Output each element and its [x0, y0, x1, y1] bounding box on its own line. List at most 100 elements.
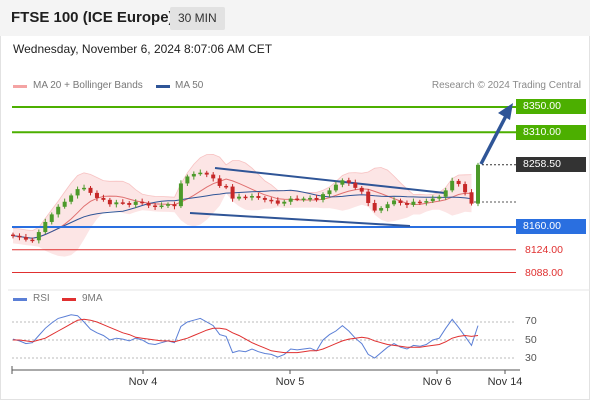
candle-body [178, 183, 183, 207]
candle-body [153, 205, 158, 208]
candle-body [256, 196, 261, 198]
rsi-ma-line [13, 318, 479, 354]
candle-body [282, 201, 287, 204]
rsi-gridlines [12, 321, 516, 359]
level-tag-r2: 8350.00 [516, 99, 586, 114]
candle-body [269, 199, 274, 202]
candle-body [243, 196, 248, 199]
candle-body [404, 203, 409, 205]
channel-upper-line [214, 167, 446, 194]
candle-body [353, 182, 358, 188]
x-tick-nov5: Nov 5 [275, 376, 305, 388]
candle-body [385, 204, 390, 209]
forecast-arrow-line [479, 113, 509, 165]
candle-body [224, 185, 229, 188]
candle-body [346, 180, 351, 183]
candle-body [23, 237, 28, 240]
candle-body [443, 190, 448, 197]
candle-body [411, 201, 416, 205]
candle-body [469, 192, 474, 204]
x-axis-tickmarks [11, 366, 506, 374]
forecast-arrow [479, 103, 513, 165]
candle-body [114, 202, 119, 205]
candle-body [211, 174, 216, 179]
rsi-ma-legend-label: 9MA [82, 293, 103, 304]
candle-body [275, 200, 280, 204]
rsi-tick-50: 50 [525, 334, 537, 346]
rsi-ma-swatch-icon [62, 298, 76, 301]
candle-body [398, 200, 403, 203]
candle-body [101, 197, 106, 200]
chart-header [0, 0, 590, 36]
rsi-line [12, 314, 479, 359]
candle-body [340, 180, 345, 185]
candle-body [288, 198, 293, 202]
candle-body [430, 198, 435, 202]
level-tag-s1: 8160.00 [516, 219, 586, 234]
candle-body [94, 192, 99, 198]
candle-body [133, 201, 138, 205]
candle-body [146, 203, 151, 206]
candle-body [82, 187, 87, 190]
candle-body [43, 221, 48, 233]
candle-body [262, 197, 267, 200]
research-credit: Research © 2024 Trading Central [431, 80, 581, 91]
rsi-swatch-icon [13, 298, 27, 301]
candle-body [191, 173, 196, 177]
bollinger-upper [12, 153, 472, 232]
candle-body [49, 214, 54, 222]
candle-body [392, 200, 397, 205]
candle-body [450, 180, 455, 191]
candle-body [230, 186, 235, 199]
legend-ma50: MA 50 [175, 80, 204, 91]
bollinger-fill [13, 154, 472, 257]
ma50-line [12, 189, 472, 239]
candle-body [127, 203, 132, 205]
level-tag-r1: 8310.00 [516, 125, 586, 140]
candle-body [237, 196, 242, 199]
candle-body [69, 195, 74, 202]
candle-body [17, 235, 22, 238]
bollinger-band [12, 153, 472, 257]
candle-body [204, 172, 209, 175]
candle-body [359, 187, 364, 192]
rsi-lines [12, 314, 479, 359]
candle-body [62, 201, 67, 207]
ma50-swatch-icon [156, 85, 170, 88]
candle-body [185, 176, 190, 184]
candle-body [463, 184, 468, 193]
candle-body [476, 164, 480, 204]
candle-body [249, 196, 254, 198]
ma20-swatch-icon [13, 85, 27, 88]
candle-body [11, 234, 15, 237]
candle-body [140, 201, 145, 204]
level-label-t2: 8088.00 [525, 267, 563, 279]
candle-body [198, 172, 203, 175]
candle-body [88, 187, 93, 193]
candle-body [321, 194, 325, 200]
candle-body [159, 205, 164, 208]
chart-datetime: Wednesday, November 6, 2024 8:07:06 AM C… [13, 42, 273, 56]
timeframe-badge[interactable]: 30 MIN [170, 7, 225, 30]
candle-body [372, 203, 377, 211]
level-tag-last: 8258.50 [516, 157, 586, 172]
rsi-tick-30: 30 [525, 352, 537, 364]
candle-body [456, 180, 461, 185]
candle-body [417, 201, 422, 204]
candle-body [424, 201, 429, 203]
x-tick-nov6: Nov 6 [422, 376, 452, 388]
candle-body [217, 178, 222, 186]
channel-trendlines [189, 167, 446, 227]
candle-body [295, 198, 300, 201]
level-label-t1: 8124.00 [525, 244, 563, 256]
rsi-tick-70: 70 [525, 315, 537, 327]
candle-body [36, 232, 41, 241]
x-tick-nov14: Nov 14 [487, 376, 523, 388]
candle-body [166, 204, 170, 206]
candle-body [107, 199, 112, 205]
candle-body [56, 206, 61, 215]
candle-body [120, 202, 125, 204]
rsi-legend-label: RSI [33, 293, 50, 304]
moving-averages [12, 178, 472, 239]
